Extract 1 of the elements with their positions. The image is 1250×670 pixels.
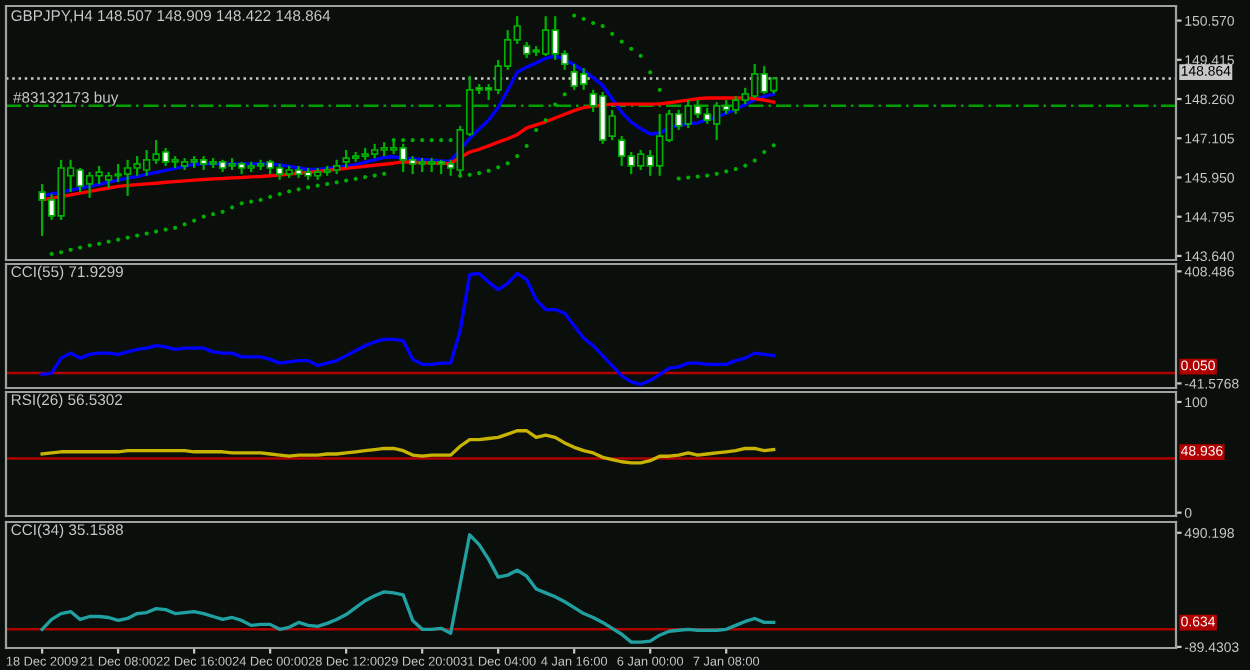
line-series bbox=[40, 429, 776, 465]
